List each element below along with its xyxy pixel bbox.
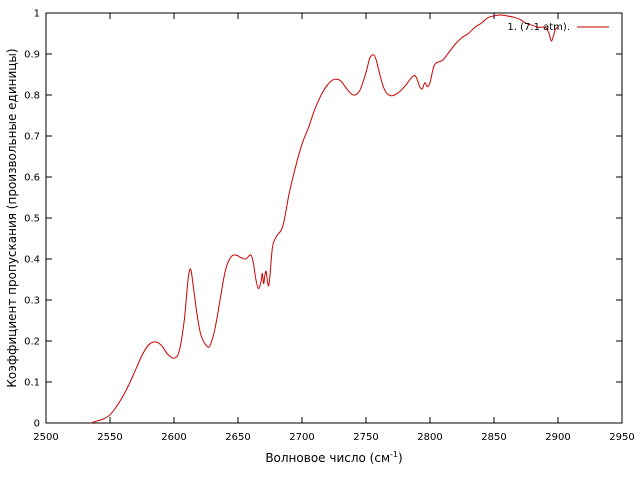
plot-frame [45, 12, 623, 424]
x-tick-label: 2500 [33, 432, 58, 443]
x-tick-label: 2550 [97, 432, 122, 443]
y-tick-label: 0.7 [24, 132, 40, 143]
y-tick-label: 0 [34, 419, 40, 430]
x-tick-label: 2950 [609, 432, 634, 443]
series-group [90, 14, 559, 424]
x-tick-label: 2600 [161, 432, 186, 443]
y-tick-label: 0.1 [24, 378, 40, 389]
y-tick-label: 0.3 [24, 296, 40, 307]
y-tick-labels: 0 0.1 0.2 0.3 0.4 0.5 0.6 0.7 0.8 0.9 1 [24, 9, 40, 430]
x-tick-label: 2900 [545, 432, 570, 443]
legend-label: 1. (7.1 atm). [507, 22, 570, 33]
y-tick-label: 0.8 [24, 91, 40, 102]
x-axis-title-sup: -1 [390, 450, 398, 459]
y-tick-label: 0.4 [24, 255, 40, 266]
y-tick-label: 1 [34, 9, 40, 20]
x-tick-label: 2650 [225, 432, 250, 443]
y-axis-title: Коэффициент пропускания (произвольные ед… [5, 48, 19, 387]
y-tick-label: 0.6 [24, 173, 40, 184]
x-tick-labels: 2500 2550 2600 2650 2700 2750 2800 2850 2900 2950 [33, 432, 634, 443]
x-tick-label: 2800 [417, 432, 442, 443]
x-tick-label: 2850 [481, 432, 506, 443]
y-tick-label: 0.9 [24, 50, 40, 61]
x-tick-label: 2750 [353, 432, 378, 443]
axis-ticks [45, 12, 623, 424]
y-tick-label: 0.5 [24, 214, 40, 225]
x-tick-label: 2700 [289, 432, 314, 443]
y-tick-label: 0.2 [24, 337, 40, 348]
legend: 1. (7.1 atm). [507, 22, 609, 33]
series-line [90, 14, 559, 424]
x-axis-title: Волновое число (см-1) [265, 450, 402, 465]
